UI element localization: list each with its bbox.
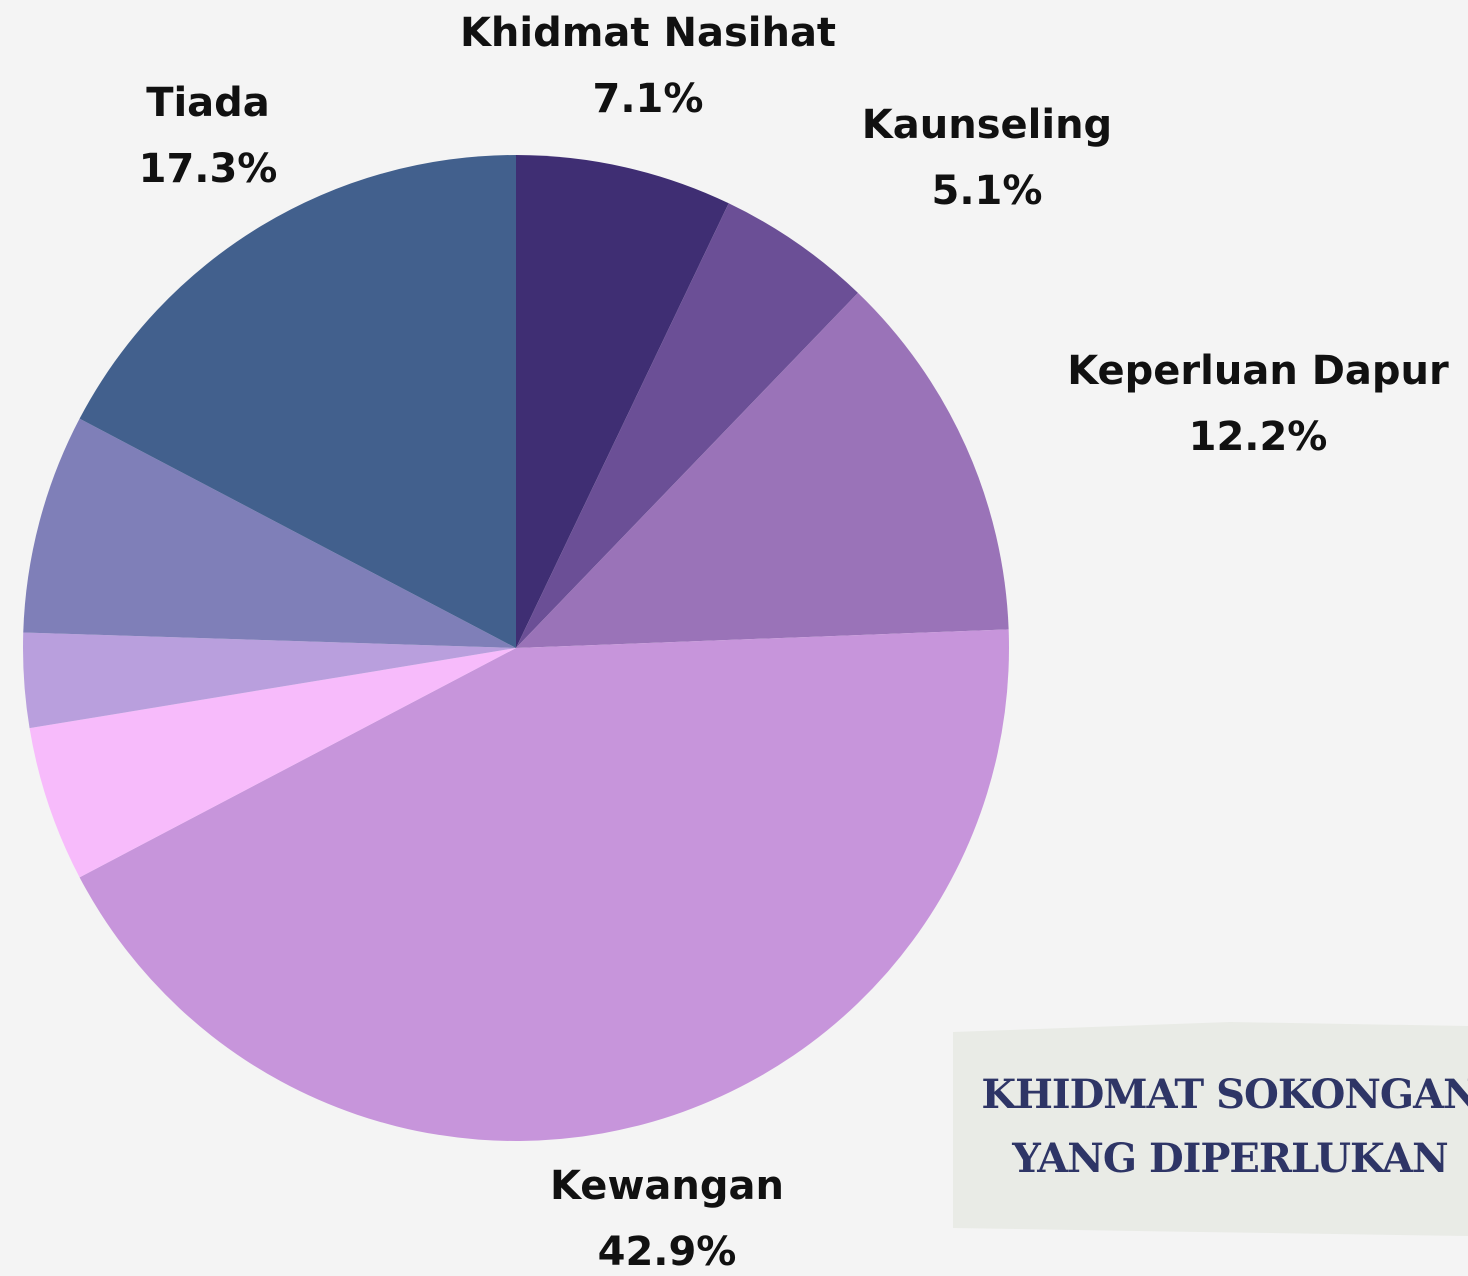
pie-slice: [23, 418, 517, 648]
pie-slice: [516, 292, 1009, 648]
slice-label: Tiada: [146, 80, 270, 126]
chart-title: YANG DIPERLUKAN: [1011, 1135, 1447, 1182]
value-label: 42.9%: [598, 1229, 737, 1275]
pie-slice: [29, 648, 516, 878]
chart-title: KHIDMAT SOKONGAN: [981, 1071, 1468, 1118]
value-label: 7.1%: [593, 76, 704, 122]
value-label: 5.1%: [932, 168, 1043, 214]
slice-label: Khidmat Nasihat: [460, 10, 836, 56]
slice-label: Kewangan: [550, 1163, 784, 1209]
pie-slice: [516, 155, 729, 648]
pie-slice: [516, 203, 858, 648]
slice-label: Kaunseling: [862, 102, 1112, 148]
value-label: 17.3%: [139, 146, 278, 192]
pie-slice: [22, 632, 516, 729]
pie-slice: [79, 155, 516, 648]
value-label: 12.2%: [1189, 414, 1328, 460]
title-box: [953, 1022, 1468, 1236]
slice-label: Keperluan Dapur: [1067, 348, 1449, 394]
pie-slice: [79, 629, 1010, 1141]
